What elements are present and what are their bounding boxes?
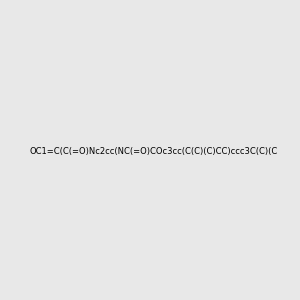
Text: OC1=C(C(=O)Nc2cc(NC(=O)COc3cc(C(C)(C)CC)ccc3C(C)(C: OC1=C(C(=O)Nc2cc(NC(=O)COc3cc(C(C)(C)CC)… <box>30 147 278 156</box>
